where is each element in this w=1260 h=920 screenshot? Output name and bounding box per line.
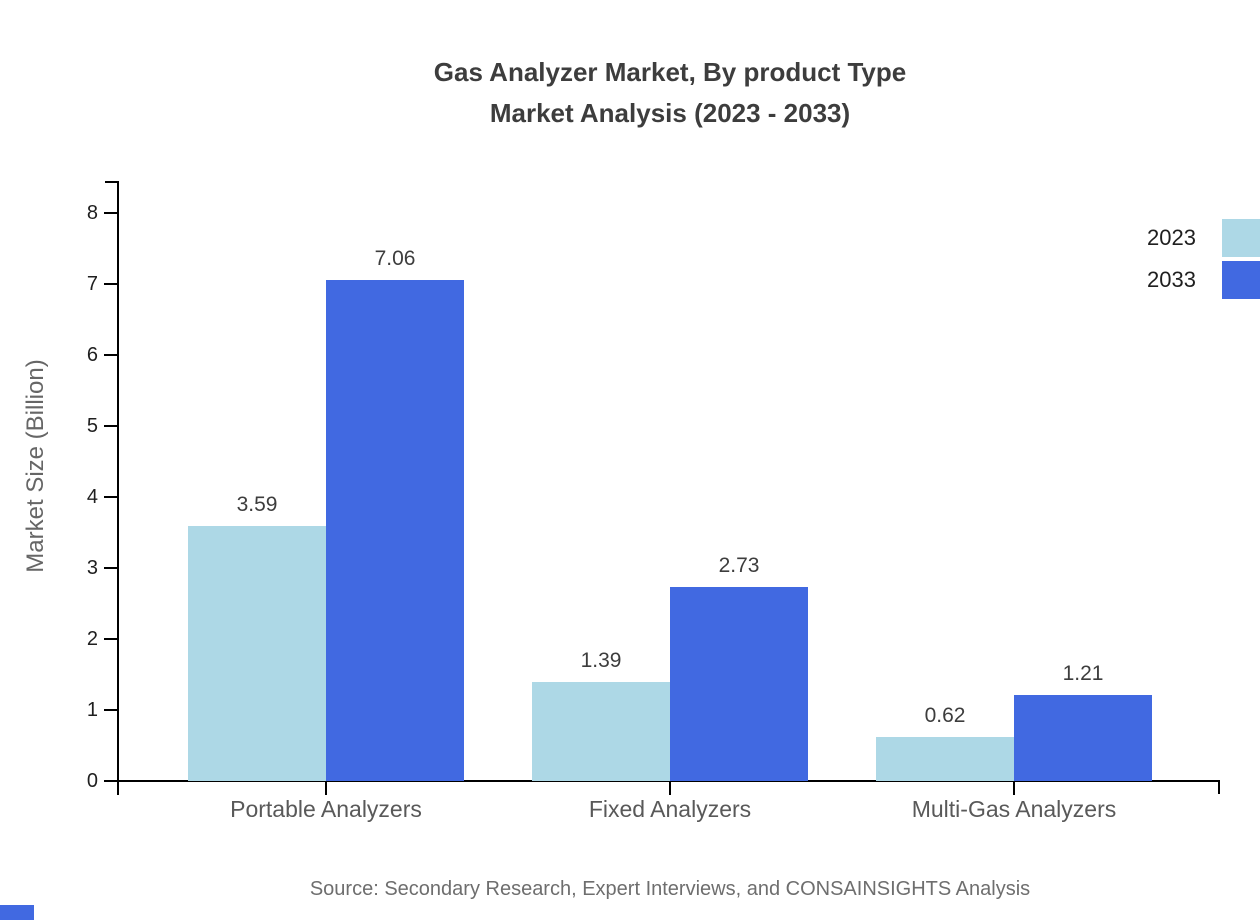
bar-value-label: 1.39	[580, 649, 622, 673]
bar-value-label: 0.62	[924, 703, 966, 727]
legend-swatch-2033	[1222, 261, 1260, 299]
y-axis-tick	[104, 425, 118, 427]
bar-2033-fixed-analyzers	[670, 587, 808, 781]
legend-label-2023: 2023	[1147, 225, 1196, 250]
category-label: Portable Analyzers	[230, 796, 422, 822]
y-axis-tick	[104, 212, 118, 214]
bar-2033-multi-gas-analyzers	[1014, 695, 1152, 781]
bar-2023-multi-gas-analyzers	[876, 736, 1014, 781]
y-axis-tick	[104, 638, 118, 640]
source-attribution: Source: Secondary Research, Expert Inter…	[309, 878, 1031, 900]
y-axis-tick	[104, 567, 118, 569]
x-axis-tick	[669, 781, 671, 795]
y-axis-tick	[104, 354, 118, 356]
bar-value-label: 2.73	[718, 554, 760, 578]
chart-title-line1: Gas Analyzer Market, By product Type	[433, 57, 907, 87]
bar-2033-portable-analyzers	[326, 279, 464, 781]
y-axis-tick-label: 0	[86, 770, 98, 792]
y-axis-title: Market Size (Billion)	[22, 359, 49, 573]
y-axis-top-cap	[105, 181, 118, 183]
y-axis-tick-label: 6	[86, 344, 98, 366]
brand-mark	[0, 905, 34, 920]
y-axis-tick	[104, 496, 118, 498]
legend-label-2033: 2033	[1147, 267, 1196, 292]
y-axis-tick-label: 5	[86, 415, 98, 437]
y-axis-tick-label: 7	[86, 273, 98, 295]
category-label: Fixed Analyzers	[588, 796, 752, 822]
y-axis-tick	[104, 709, 118, 711]
x-axis-tick	[325, 781, 327, 795]
x-axis-right-cap	[1218, 781, 1220, 794]
chart-title: Gas Analyzer Market, By product Type Mar…	[80, 52, 1260, 134]
chart-title-line2: Market Analysis (2023 - 2033)	[489, 98, 851, 128]
bar-2023-portable-analyzers	[188, 526, 326, 781]
y-axis-tick-label: 2	[86, 628, 98, 650]
y-axis-tick-label: 1	[86, 699, 98, 721]
category-label: Multi-Gas Analyzers	[911, 796, 1117, 822]
bar-2023-fixed-analyzers	[532, 682, 670, 781]
y-axis-tick-label: 3	[86, 557, 98, 579]
bar-value-label: 7.06	[374, 246, 416, 270]
x-axis-tick	[1013, 781, 1015, 795]
bar-value-label: 1.21	[1062, 662, 1104, 686]
legend-swatch-2023	[1222, 219, 1260, 257]
y-axis-tick	[104, 283, 118, 285]
x-axis-spine	[104, 780, 1220, 782]
bar-value-label: 3.59	[236, 493, 278, 517]
y-axis-tick-label: 4	[86, 486, 98, 508]
y-axis-tick-label: 8	[86, 202, 98, 224]
y-axis-spine	[117, 181, 119, 795]
